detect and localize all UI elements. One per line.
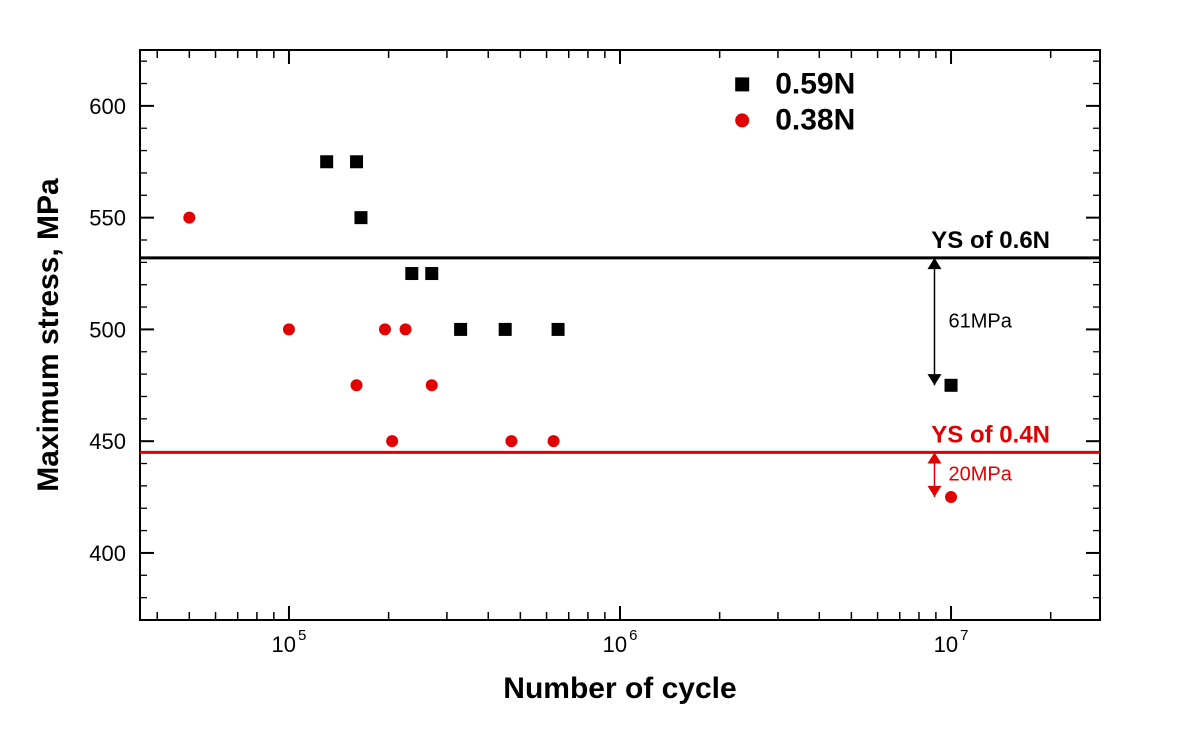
legend-marker-circle: [735, 113, 749, 127]
ys-line-label: YS of 0.4N: [931, 421, 1050, 448]
legend-marker-square: [735, 77, 749, 91]
x-axis-label: Number of cycle: [503, 672, 736, 705]
data-point-square: [552, 323, 565, 336]
y-tick-label: 600: [89, 94, 126, 119]
data-point-square: [499, 323, 512, 336]
data-point-square: [405, 267, 418, 280]
data-point-circle: [386, 435, 398, 447]
ys-line-label: YS of 0.6N: [931, 227, 1050, 254]
data-point-circle: [379, 323, 391, 335]
data-point-square: [320, 155, 333, 168]
legend-label: 0.38N: [775, 103, 855, 136]
data-point-circle: [548, 435, 560, 447]
data-point-circle: [283, 323, 295, 335]
data-point-circle: [505, 435, 517, 447]
data-point-circle: [183, 212, 195, 224]
data-point-square: [454, 323, 467, 336]
y-axis-label: Maximum stress, MPa: [32, 178, 65, 492]
diff-annotation-label: 61MPa: [948, 311, 1012, 333]
chart-svg: 105106107Number of cycle400450500550600M…: [0, 0, 1182, 742]
legend-label: 0.59N: [775, 67, 855, 100]
diff-annotation-label: 20MPa: [948, 464, 1012, 486]
data-point-circle: [351, 379, 363, 391]
data-point-square: [354, 211, 367, 224]
y-tick-label: 500: [89, 317, 126, 342]
data-point-circle: [400, 323, 412, 335]
chart-bg: [0, 0, 1182, 742]
chart-container: 105106107Number of cycle400450500550600M…: [0, 0, 1182, 742]
data-point-circle: [426, 379, 438, 391]
data-point-circle: [945, 491, 957, 503]
data-point-square: [425, 267, 438, 280]
y-tick-label: 400: [89, 541, 126, 566]
data-point-square: [350, 155, 363, 168]
y-tick-label: 450: [89, 429, 126, 454]
y-tick-label: 550: [89, 206, 126, 231]
data-point-square: [945, 379, 958, 392]
